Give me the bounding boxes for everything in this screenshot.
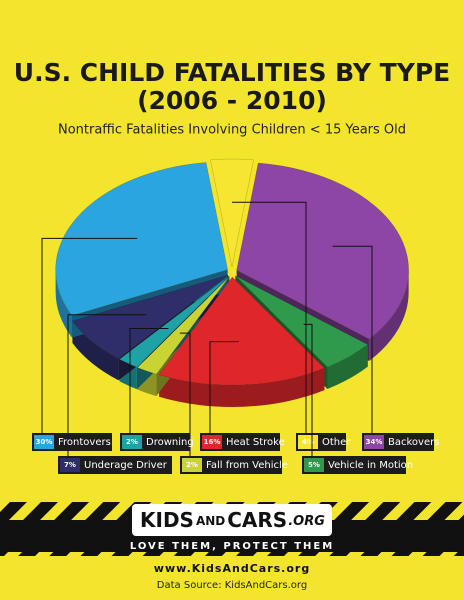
tagline: LOVE THEM, PROTECT THEM	[130, 541, 334, 552]
legend-label: Frontovers	[58, 437, 111, 448]
logo-box	[132, 504, 332, 536]
slice	[236, 162, 409, 340]
legend-box	[302, 456, 406, 474]
pie	[55, 158, 409, 407]
legend-value: 7%	[64, 461, 76, 469]
leader-line	[209, 341, 239, 433]
logo: KIDS AND CARS.ORG	[140, 508, 325, 532]
leader-line	[303, 323, 313, 456]
leader-line	[332, 245, 373, 433]
title: (2006 - 2010)	[137, 86, 327, 115]
legend-value: 5%	[308, 461, 320, 469]
title: U.S. CHILD FATALITIES BY TYPE	[14, 58, 450, 87]
legend-swatch	[364, 435, 384, 449]
slice	[118, 275, 230, 368]
slice	[210, 158, 254, 268]
leader-line	[179, 332, 191, 456]
legend-value: 2%	[126, 438, 138, 446]
hazard-stripe	[0, 552, 464, 556]
slice	[235, 275, 369, 368]
leader-line	[232, 201, 307, 433]
legend-value: 4%	[302, 438, 314, 446]
legend-value: 30%	[36, 438, 53, 446]
legend-swatch	[304, 458, 324, 472]
legend-label: Fall from Vehicle	[206, 460, 288, 471]
legend-box	[58, 456, 172, 474]
legend: 4% Other 34% Backovers 5% Vehicle in Motion 16…	[32, 201, 439, 474]
url: www.KidsAndCars.org	[154, 562, 310, 575]
legend-value: 34%	[366, 438, 383, 446]
legend-label: Backovers	[388, 437, 439, 448]
legend-swatch	[202, 435, 222, 449]
legend-swatch	[298, 435, 318, 449]
legend-swatch	[60, 458, 80, 472]
subtitle: Nontraffic Fatalities Involving Children…	[58, 123, 406, 138]
legend-label: Heat Stroke	[226, 437, 285, 448]
legend-swatch	[182, 458, 202, 472]
leader-line	[41, 237, 138, 433]
legend-label: Drowning	[146, 437, 194, 448]
legend-label: Underage Driver	[84, 460, 168, 471]
legend-swatch	[34, 435, 54, 449]
source: Data Source: KidsAndCars.org	[157, 580, 307, 591]
legend-value: 16%	[204, 438, 221, 446]
slice-side	[72, 321, 119, 381]
slice	[136, 276, 230, 375]
slice-side	[369, 270, 409, 362]
legend-label: Vehicle in Motion	[328, 460, 413, 471]
leader-line	[129, 327, 169, 433]
slice	[55, 162, 228, 316]
slice	[72, 274, 229, 359]
legend-swatch	[122, 435, 142, 449]
legend-box	[180, 456, 282, 474]
slice-side	[159, 368, 325, 407]
slice-side	[327, 344, 368, 389]
legend-value: 2%	[186, 461, 198, 469]
leader-line	[67, 314, 147, 456]
legend-label: Other	[322, 437, 351, 448]
